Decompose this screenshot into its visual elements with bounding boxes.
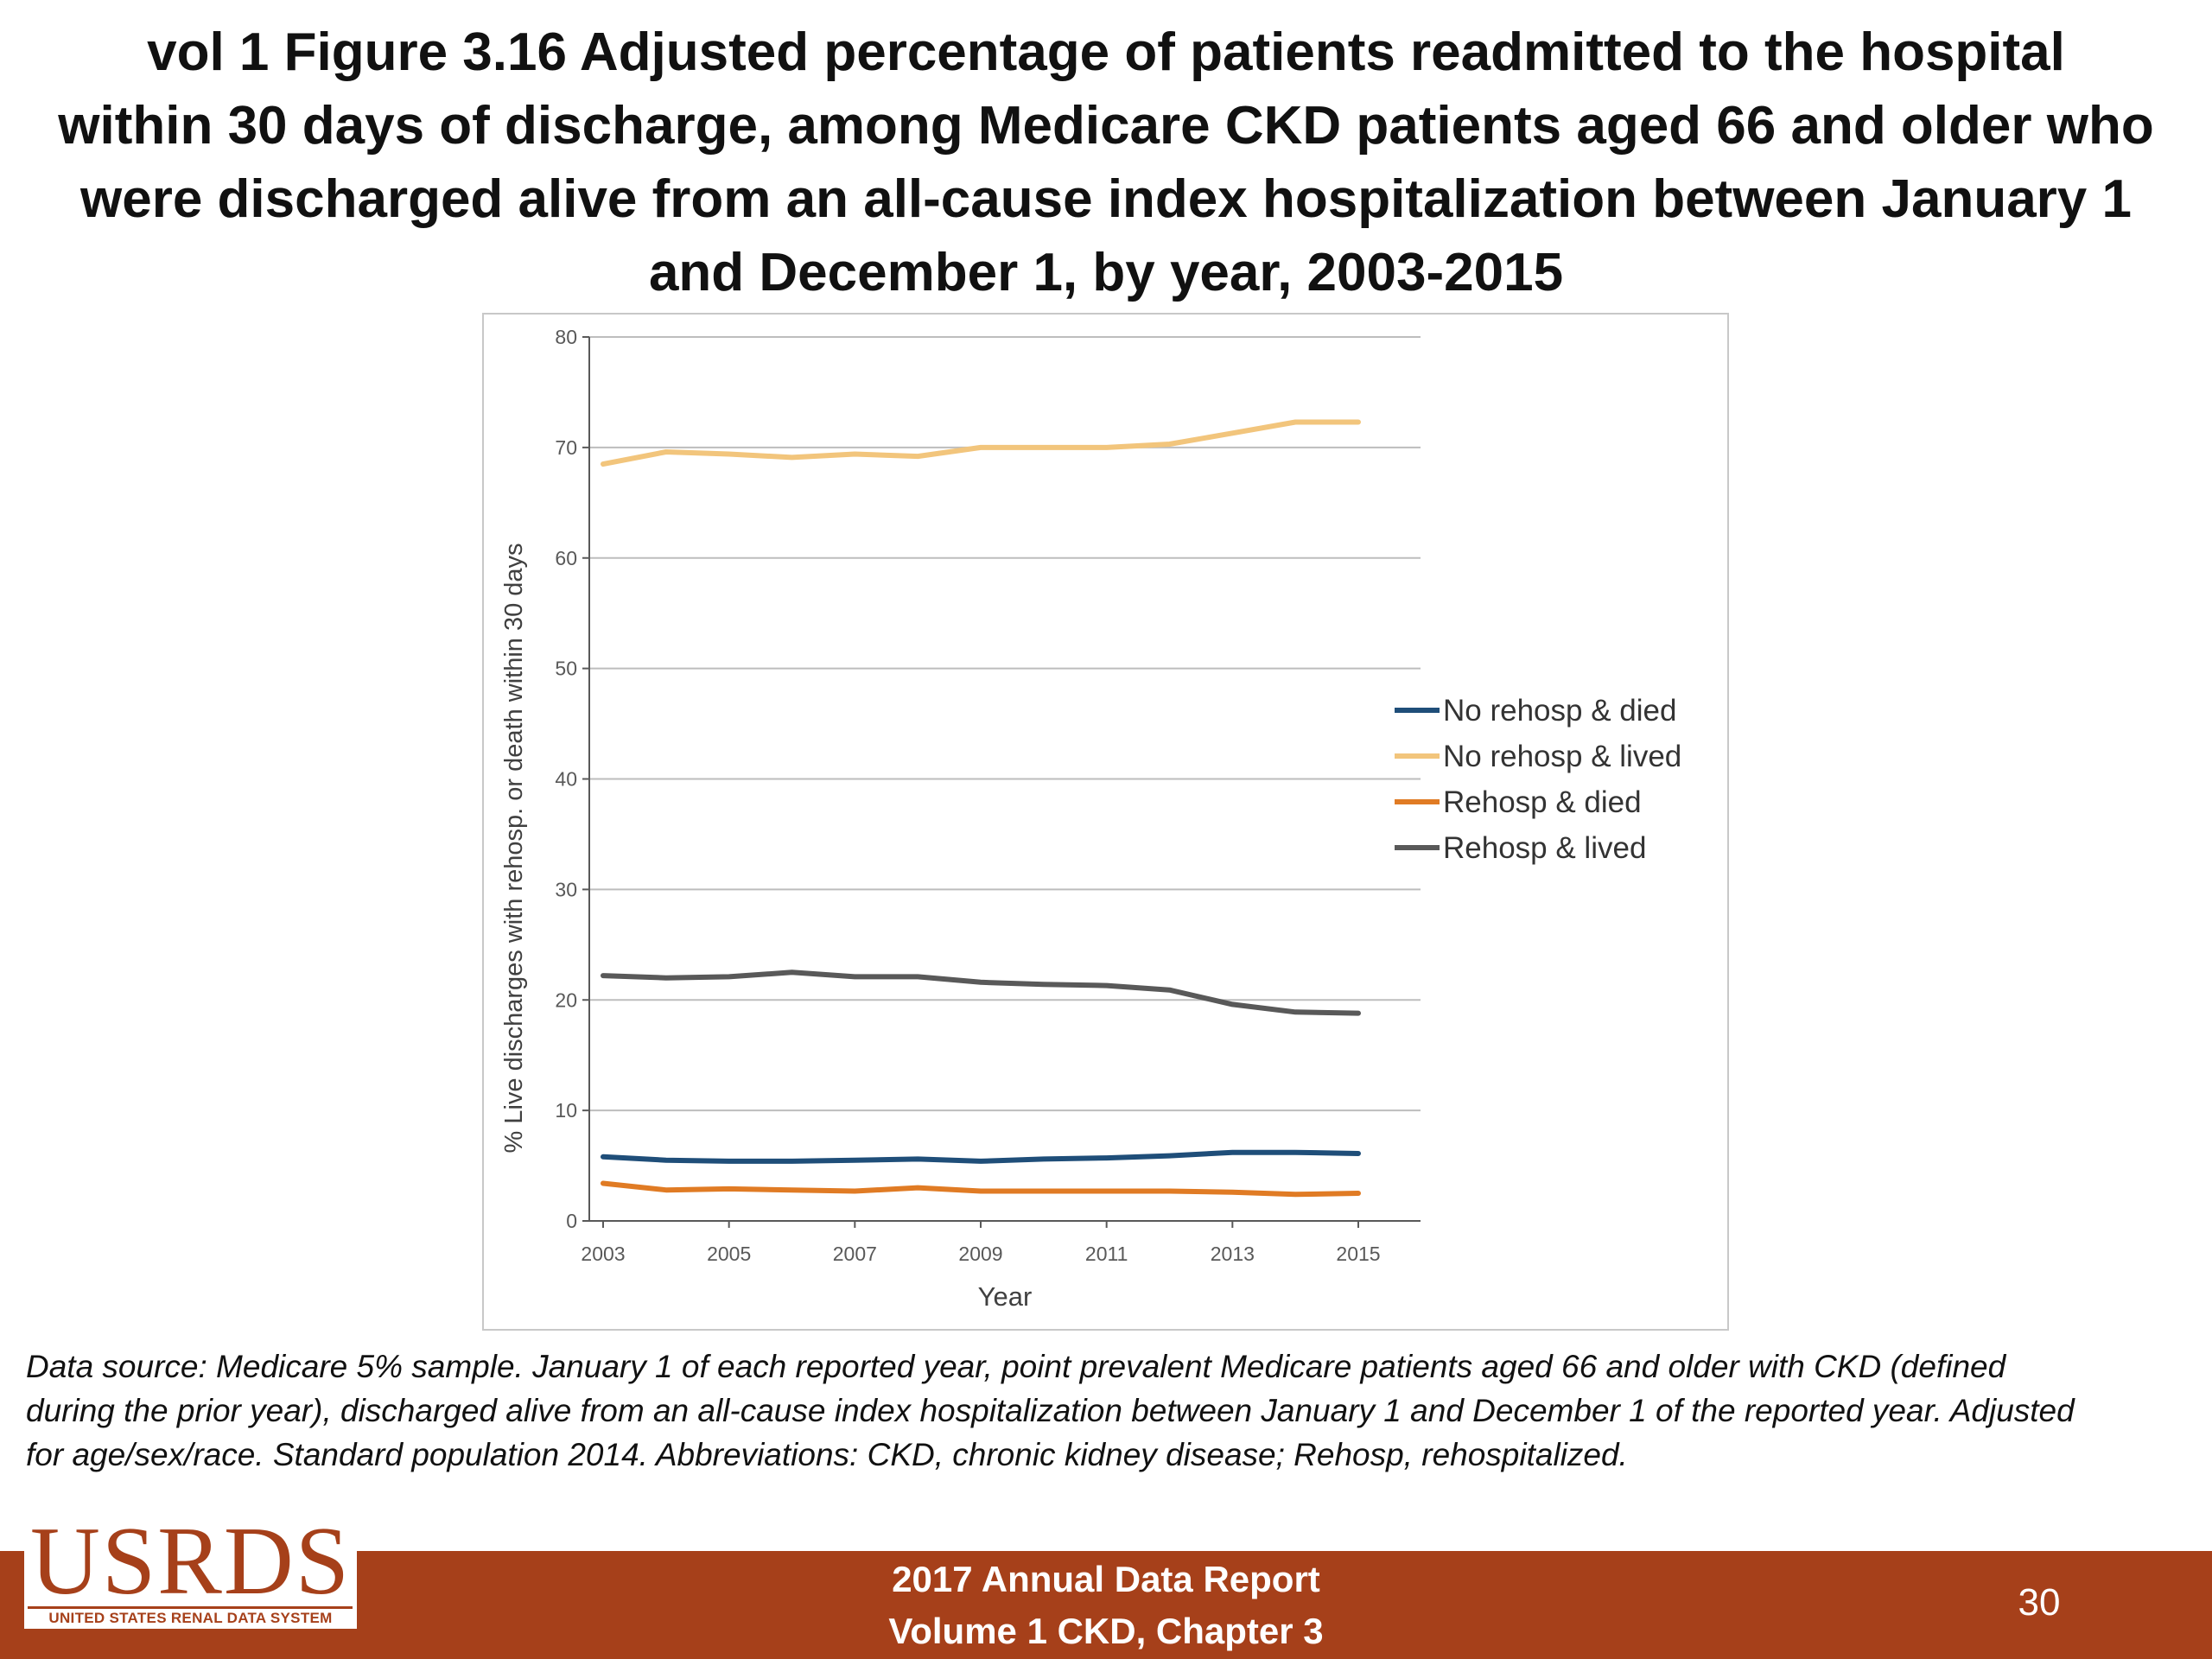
data-point-no-rehosp-died bbox=[664, 1159, 668, 1162]
y-tick-label: 20 bbox=[555, 988, 577, 1011]
legend-label: No rehosp & lived bbox=[1443, 740, 1681, 773]
footer-bar bbox=[0, 1551, 2212, 1659]
data-point-rehosp-died bbox=[1105, 1189, 1109, 1192]
data-point-rehosp-died bbox=[979, 1189, 982, 1192]
data-point-rehosp-lived bbox=[1357, 1012, 1360, 1015]
data-point-no-rehosp-died bbox=[853, 1159, 856, 1162]
series-line-rehosp-died bbox=[601, 1180, 1361, 1198]
data-point-rehosp-died bbox=[728, 1187, 731, 1191]
data-point-no-rehosp-lived bbox=[1168, 442, 1171, 446]
data-point-no-rehosp-lived bbox=[916, 454, 919, 458]
title-line: were discharged alive from an all-cause … bbox=[79, 169, 2132, 229]
data-point-no-rehosp-lived bbox=[601, 462, 605, 466]
data-point-rehosp-lived bbox=[664, 976, 668, 980]
data-point-no-rehosp-died bbox=[1357, 1152, 1360, 1155]
data-point-rehosp-died bbox=[1294, 1192, 1297, 1196]
data-point-no-rehosp-lived bbox=[1230, 431, 1234, 435]
y-tick-label: 0 bbox=[566, 1210, 577, 1232]
legend-label: Rehosp & lived bbox=[1443, 831, 1646, 865]
data-point-no-rehosp-died bbox=[979, 1160, 982, 1163]
footer-line: 2017 Annual Data Report bbox=[892, 1559, 1320, 1599]
data-point-rehosp-died bbox=[916, 1186, 919, 1190]
y-tick-label: 40 bbox=[555, 768, 577, 791]
data-point-rehosp-died bbox=[1357, 1192, 1360, 1195]
data-point-rehosp-lived bbox=[853, 975, 856, 978]
data-point-no-rehosp-lived bbox=[979, 446, 982, 449]
footer-report-title: 2017 Annual Data Report Volume 1 CKD, Ch… bbox=[760, 1554, 1452, 1657]
logo-subtext: UNITED STATES RENAL DATA SYSTEM bbox=[48, 1610, 333, 1626]
data-point-no-rehosp-lived bbox=[1357, 420, 1360, 423]
data-point-rehosp-died bbox=[1168, 1189, 1171, 1192]
data-point-no-rehosp-lived bbox=[791, 455, 793, 459]
title-line: within 30 days of discharge, among Medic… bbox=[58, 96, 2154, 156]
data-point-rehosp-lived bbox=[979, 981, 982, 984]
data-point-rehosp-died bbox=[853, 1189, 856, 1192]
footnote-line: for age/sex/race. Standard population 20… bbox=[26, 1437, 1628, 1472]
y-tick-label: 70 bbox=[555, 436, 577, 459]
data-point-no-rehosp-lived bbox=[853, 453, 856, 456]
data-point-no-rehosp-lived bbox=[1042, 446, 1046, 449]
data-point-rehosp-died bbox=[791, 1188, 793, 1192]
logo-text: USRDS bbox=[29, 1508, 352, 1615]
footnote-line: Data source: Medicare 5% sample. January… bbox=[26, 1349, 2006, 1384]
footnote-line: during the prior year), discharged alive… bbox=[26, 1393, 2075, 1428]
y-tick-label: 10 bbox=[555, 1099, 577, 1122]
data-point-rehosp-died bbox=[601, 1182, 605, 1185]
data-point-rehosp-lived bbox=[1168, 988, 1171, 992]
title-line: vol 1 Figure 3.16 Adjusted percentage of… bbox=[147, 22, 2065, 82]
x-tick-label: 2009 bbox=[958, 1243, 1002, 1265]
y-tick-label: 80 bbox=[555, 326, 577, 348]
data-point-no-rehosp-died bbox=[1105, 1156, 1109, 1160]
legend-label: Rehosp & died bbox=[1443, 785, 1642, 819]
data-point-rehosp-lived bbox=[1294, 1010, 1297, 1014]
data-point-rehosp-died bbox=[664, 1188, 668, 1192]
series-line-no-rehosp-died bbox=[601, 1149, 1361, 1164]
data-point-no-rehosp-lived bbox=[728, 453, 731, 456]
x-tick-label: 2011 bbox=[1085, 1243, 1128, 1265]
series-line-no-rehosp-lived bbox=[601, 419, 1361, 467]
slide-title: vol 1 Figure 3.16 Adjusted percentage of… bbox=[17, 16, 2195, 309]
page-number: 30 bbox=[2018, 1581, 2061, 1624]
y-tick-label: 60 bbox=[555, 547, 577, 569]
data-point-no-rehosp-died bbox=[1230, 1151, 1234, 1154]
usrds-logo: USRDS UNITED STATES RENAL DATA SYSTEM bbox=[24, 1510, 357, 1629]
data-point-no-rehosp-lived bbox=[1105, 446, 1109, 449]
x-axis-title: Year bbox=[978, 1281, 1033, 1312]
line-chart: 0 10 20 30 40 50 60 70 80 2003 2005 2007 2009 2011 201… bbox=[500, 326, 1681, 1312]
data-point-no-rehosp-died bbox=[916, 1157, 919, 1160]
data-point-rehosp-lived bbox=[1230, 1002, 1234, 1006]
title-line: and December 1, by year, 2003-2015 bbox=[648, 243, 1564, 302]
data-point-no-rehosp-died bbox=[1168, 1154, 1171, 1158]
legend-label: No rehosp & died bbox=[1443, 694, 1676, 728]
data-point-rehosp-lived bbox=[791, 970, 793, 974]
data-point-rehosp-died bbox=[1042, 1189, 1046, 1192]
series-line-rehosp-lived bbox=[601, 969, 1361, 1016]
data-point-no-rehosp-died bbox=[728, 1160, 731, 1163]
data-point-no-rehosp-died bbox=[1294, 1151, 1297, 1154]
footer-line: Volume 1 CKD, Chapter 3 bbox=[888, 1611, 1324, 1651]
x-tick-label: 2007 bbox=[833, 1243, 877, 1265]
x-tick-label: 2005 bbox=[707, 1243, 751, 1265]
x-tick-label: 2003 bbox=[581, 1243, 625, 1265]
data-point-rehosp-lived bbox=[1042, 982, 1046, 986]
y-axis-title: % Live discharges with rehosp. or death … bbox=[500, 543, 528, 1153]
data-point-no-rehosp-died bbox=[791, 1160, 793, 1163]
data-point-rehosp-lived bbox=[1105, 984, 1109, 988]
data-point-rehosp-lived bbox=[601, 974, 605, 977]
data-point-no-rehosp-died bbox=[1042, 1157, 1046, 1160]
data-source-footnote: Data source: Medicare 5% sample. January… bbox=[26, 1344, 2186, 1477]
data-point-no-rehosp-died bbox=[601, 1155, 605, 1159]
data-point-no-rehosp-lived bbox=[1294, 420, 1297, 423]
x-tick-label: 2015 bbox=[1336, 1243, 1380, 1265]
y-tick-label: 30 bbox=[555, 878, 577, 900]
logo-rule bbox=[28, 1606, 353, 1609]
data-point-no-rehosp-lived bbox=[664, 450, 668, 454]
data-point-rehosp-died bbox=[1230, 1191, 1234, 1194]
x-tick-label: 2013 bbox=[1211, 1243, 1255, 1265]
data-point-rehosp-lived bbox=[916, 975, 919, 978]
data-point-rehosp-lived bbox=[728, 975, 731, 978]
chart-frame: 0 10 20 30 40 50 60 70 80 2003 2005 2007 2009 2011 201… bbox=[482, 313, 1729, 1331]
y-tick-label: 50 bbox=[555, 658, 577, 680]
